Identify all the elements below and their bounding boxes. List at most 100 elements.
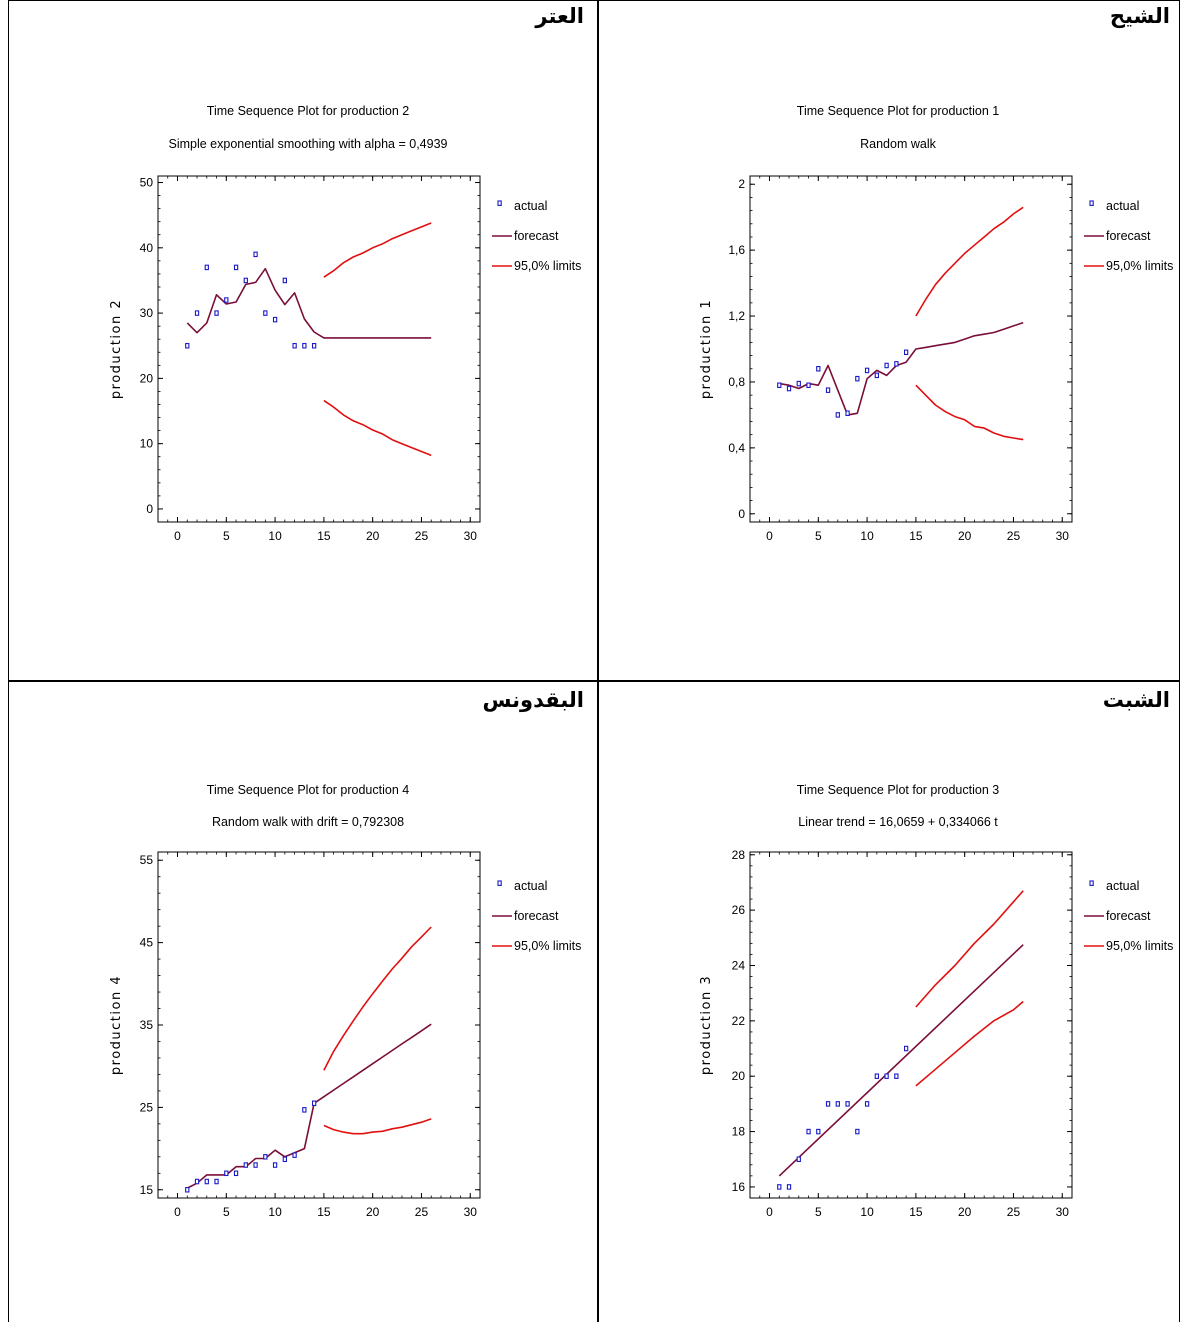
y-tick-label: 15 [140,1183,154,1197]
actual-point [806,382,811,388]
y-tick-label: 25 [140,1100,154,1114]
actual-point [233,264,239,271]
chart-production-1: Time Sequence Plot for production 1 Rando… [699,104,1173,543]
x-tick-label: 0 [174,529,181,543]
legend-forecast-label: forecast [1106,229,1151,243]
actual-point [825,387,831,393]
x-tick-label: 25 [415,1205,429,1219]
x-tick-label: 30 [1056,529,1070,543]
legend-actual-marker [497,200,502,206]
chart-subtitle: Random walk with drift = 0,792308 [212,815,404,829]
y-tick-label: 55 [140,853,154,867]
chart-title: Time Sequence Plot for production 3 [797,783,999,797]
actual-point [777,1184,782,1190]
x-tick-label: 30 [1056,1205,1070,1219]
x-tick-label: 20 [958,1205,972,1219]
forecast-line [186,267,432,339]
x-tick-label: 10 [268,1205,282,1219]
legend-limits-label: 95,0% limits [1106,939,1173,953]
chart-title: Time Sequence Plot for production 4 [207,783,409,797]
actual-point [864,1101,870,1107]
actual-point [243,1162,248,1168]
actual-point [185,1187,190,1193]
chart-title: Time Sequence Plot for production 1 [797,104,999,118]
y-tick-label: 0,8 [728,375,745,389]
y-tick-label: 18 [732,1125,746,1139]
x-tick-label: 10 [860,529,874,543]
actual-point [884,1073,889,1079]
label-bottom-left: البقدونس [482,688,584,712]
x-tick-label: 15 [909,1205,923,1219]
x-tick-label: 30 [464,1205,478,1219]
actual-point [204,264,209,271]
actual-point [894,1073,899,1079]
label-bottom-right: الشبت [1102,688,1170,712]
y-axis-label: production 3 [699,975,714,1075]
actual-point [272,1162,278,1168]
x-tick-label: 0 [766,1205,773,1219]
label-top-right: الشيح [1109,4,1170,28]
lower-limit-line [915,1000,1024,1087]
forecast-line [778,944,1024,1177]
y-tick-label: 20 [732,1069,746,1083]
actual-point [224,1170,229,1177]
actual-point [855,375,860,382]
actual-point [864,367,870,374]
lower-limit-line [323,399,432,457]
y-tick-label: 45 [140,936,154,950]
x-tick-label: 20 [958,529,972,543]
chart-title: Time Sequence Plot for production 2 [207,104,409,118]
x-tick-label: 10 [268,529,282,543]
actual-point [204,1178,209,1185]
x-tick-label: 5 [223,529,230,543]
upper-limit-line [323,926,432,1071]
y-tick-label: 26 [732,903,746,917]
y-tick-label: 20 [140,371,154,385]
chart-production-3: Time Sequence Plot for production 3 Linea… [699,783,1173,1219]
x-tick-label: 5 [223,1205,230,1219]
legend-actual-marker [497,880,502,886]
actual-point [796,1156,801,1162]
legend-limits-label: 95,0% limits [514,259,581,273]
actual-point [263,310,268,316]
x-tick-label: 5 [815,529,822,543]
legend-actual-label: actual [514,879,547,893]
legend-limits-label: 95,0% limits [1106,259,1173,273]
y-tick-label: 24 [732,958,746,972]
y-tick-label: 2 [738,177,745,191]
actual-point [786,385,792,392]
x-tick-label: 0 [766,529,773,543]
lower-limit-line [915,384,1024,441]
y-tick-label: 30 [140,306,154,320]
y-tick-label: 22 [732,1014,746,1028]
y-tick-label: 35 [140,1018,154,1032]
actual-point [272,316,278,323]
legend-limits-label: 95,0% limits [514,939,581,953]
upper-limit-line [915,890,1024,1008]
actual-point [282,277,287,284]
y-axis-label: production 2 [109,299,124,399]
y-tick-label: 50 [140,176,154,190]
actual-point [253,1162,258,1168]
chart-subtitle: Random walk [860,137,936,151]
y-axis-label: production 4 [109,975,124,1075]
legend-forecast-label: forecast [1106,909,1151,923]
actual-point [282,1156,287,1163]
actual-point [185,342,190,349]
chart-production-2: Time Sequence Plot for production 2 Simpl… [109,104,581,543]
actual-point [825,1101,831,1107]
actual-point [214,310,219,316]
actual-point [894,361,899,367]
y-tick-label: 16 [732,1180,746,1194]
chart-subtitle: Simple exponential smoothing with alpha … [168,137,447,151]
x-tick-label: 25 [1007,529,1021,543]
actual-point [835,412,840,418]
legend-actual-label: actual [1106,199,1139,213]
legend-actual-marker [1089,200,1094,206]
y-tick-label: 1,2 [728,309,745,323]
chart-production-4: Time Sequence Plot for production 4 Rando… [109,783,581,1219]
legend-forecast-label: forecast [514,909,559,923]
actual-point [903,349,909,356]
actual-point [806,1128,811,1135]
actual-point [786,1184,792,1190]
